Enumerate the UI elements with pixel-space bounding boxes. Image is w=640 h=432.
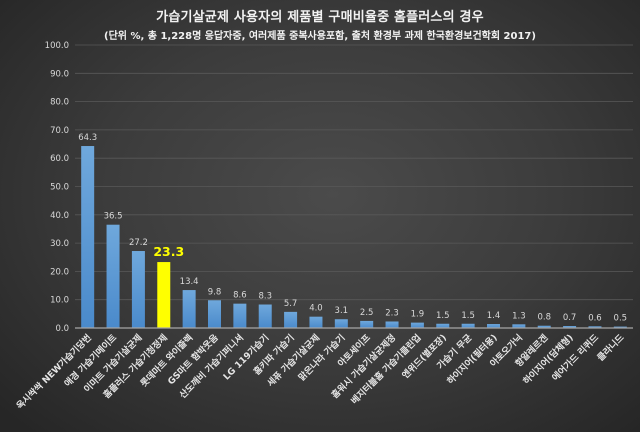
- bar: [512, 324, 526, 328]
- bar: [588, 326, 602, 328]
- bar: [233, 303, 247, 328]
- bar: [613, 326, 627, 328]
- bar: [334, 319, 348, 328]
- x-category-label: 클라니드: [595, 331, 627, 363]
- y-tick-label: 90.0: [50, 69, 69, 79]
- value-label: 0.6: [588, 313, 602, 323]
- value-label: 27.2: [129, 238, 148, 248]
- bar: [461, 323, 475, 328]
- value-label: 1.9: [411, 310, 425, 320]
- bar: [208, 300, 221, 328]
- bar: [309, 316, 323, 328]
- y-tick-label: 70.0: [50, 126, 69, 136]
- bar: [410, 322, 424, 328]
- bar: [106, 224, 120, 328]
- bar: [258, 304, 272, 328]
- value-label-highlighted: 23.3: [153, 244, 184, 259]
- value-label: 1.5: [436, 311, 450, 321]
- bar: [436, 323, 450, 328]
- value-label: 1.5: [461, 311, 475, 321]
- y-tick-label: 30.0: [50, 239, 69, 249]
- value-label: 0.5: [614, 314, 628, 324]
- value-label: 36.5: [104, 212, 123, 222]
- value-label: 0.7: [563, 313, 577, 323]
- y-tick-label: 80.0: [50, 98, 69, 108]
- bar-highlighted: [157, 262, 171, 328]
- bar: [284, 311, 298, 328]
- value-label: 13.4: [180, 277, 199, 287]
- value-label: 2.3: [385, 308, 399, 318]
- chart-title: 가습기살균제 사용자의 제품별 구매비율중 홈플러스의 경우: [156, 10, 484, 25]
- value-label: 4.0: [309, 304, 323, 314]
- y-axis-ticks: 0.0 10.0 20.0 30.0 40.0 50.0 60.0 70.0 80.0 90.0 1…: [45, 41, 69, 334]
- bar: [81, 146, 95, 328]
- value-labels: 64.3 36.5 27.2 23.3 13.4 9.8 8.6 8.3 5.7 4.0 3.1 2.…: [78, 133, 627, 324]
- y-tick-label: 0.0: [55, 324, 69, 334]
- y-tick-label: 20.0: [50, 267, 69, 277]
- bar: [131, 251, 145, 328]
- value-label: 1.3: [512, 311, 526, 321]
- bar: [385, 321, 399, 328]
- value-label: 8.3: [258, 292, 272, 302]
- y-tick-label: 40.0: [50, 211, 69, 221]
- y-tick-label: 100.0: [45, 41, 69, 51]
- bar: [487, 324, 500, 328]
- bars: [81, 146, 627, 328]
- value-label: 1.4: [487, 311, 501, 321]
- bar: [360, 320, 374, 328]
- value-label: 9.8: [208, 287, 222, 297]
- value-label: 0.8: [537, 313, 551, 323]
- chart-subtitle: (단위 %, 총 1,228명 응답자중, 여러제품 중복사용포함, 출처 환경…: [104, 31, 536, 42]
- value-label: 64.3: [78, 133, 97, 143]
- y-tick-label: 10.0: [50, 296, 69, 306]
- value-label: 5.7: [284, 299, 298, 309]
- y-tick-label: 50.0: [50, 183, 69, 193]
- y-tick-label: 60.0: [50, 154, 69, 164]
- value-label: 8.6: [233, 291, 247, 301]
- value-label: 2.5: [360, 308, 374, 318]
- value-label: 3.1: [335, 306, 349, 316]
- bar: [182, 290, 196, 328]
- bar: [563, 326, 577, 328]
- bar: [537, 325, 551, 328]
- gridlines: [75, 44, 633, 301]
